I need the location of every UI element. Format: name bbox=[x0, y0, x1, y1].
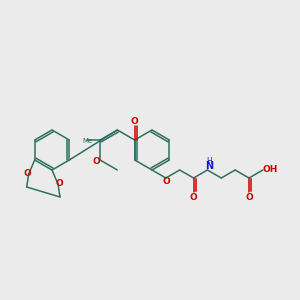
Text: N: N bbox=[206, 161, 214, 171]
Text: Me: Me bbox=[82, 138, 92, 144]
Text: O: O bbox=[245, 193, 253, 202]
Text: O: O bbox=[92, 157, 100, 166]
Text: O: O bbox=[163, 178, 171, 187]
Text: O: O bbox=[131, 116, 139, 125]
Text: O: O bbox=[55, 179, 63, 188]
Text: O: O bbox=[190, 193, 197, 202]
Text: H: H bbox=[207, 157, 212, 166]
Text: O: O bbox=[24, 169, 32, 178]
Text: OH: OH bbox=[262, 164, 278, 173]
